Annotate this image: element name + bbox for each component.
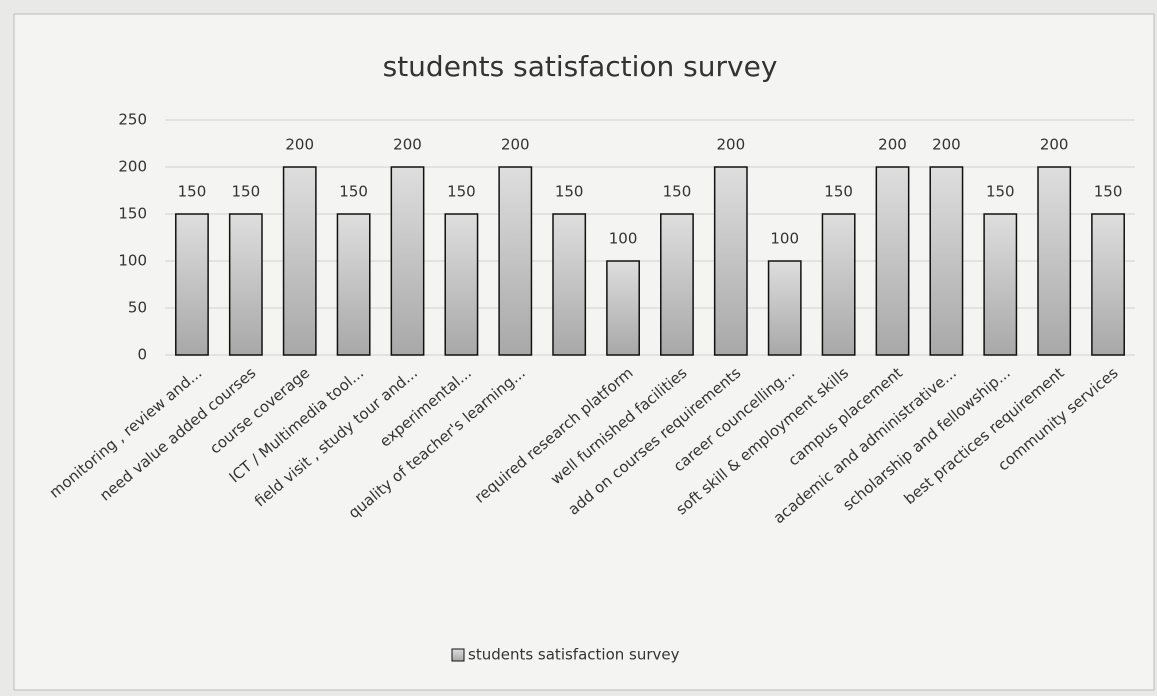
bar: [1037, 166, 1072, 356]
bar: [552, 213, 587, 356]
data-label: 200: [1040, 136, 1069, 154]
data-label: 200: [393, 136, 422, 154]
bar: [175, 213, 209, 356]
data-label: 150: [555, 183, 584, 201]
y-tick-label: 50: [128, 299, 147, 317]
data-label: 150: [824, 183, 853, 201]
data-label: 150: [178, 183, 207, 201]
bar: [498, 166, 533, 356]
bar: [875, 166, 910, 356]
data-label: 200: [501, 136, 530, 154]
bar: [983, 213, 1018, 356]
bar: [821, 213, 856, 356]
y-tick-label: 250: [118, 111, 147, 129]
bar: [1091, 213, 1125, 356]
data-label: 200: [285, 136, 314, 154]
data-label: 200: [932, 136, 961, 154]
y-tick-label: 150: [118, 205, 147, 223]
legend-label: students satisfaction survey: [468, 646, 680, 664]
data-label: 150: [232, 183, 261, 201]
data-label: 150: [447, 183, 476, 201]
chart-title: students satisfaction survey: [383, 50, 778, 83]
data-label: 200: [878, 136, 907, 154]
data-label: 150: [339, 183, 368, 201]
bar: [336, 213, 371, 356]
data-label: 100: [609, 230, 638, 248]
data-label: 150: [663, 183, 692, 201]
data-label: 150: [1094, 183, 1123, 201]
bar: [929, 166, 964, 356]
bar: [228, 213, 263, 356]
bar: [444, 213, 479, 356]
bar: [660, 213, 694, 356]
bar: [282, 166, 317, 356]
bar: [713, 166, 748, 356]
data-label: 200: [717, 136, 746, 154]
legend-swatch: [451, 648, 465, 662]
y-tick-label: 100: [118, 252, 147, 270]
bar: [606, 260, 640, 356]
bar: [767, 260, 802, 356]
y-tick-label: 0: [137, 346, 147, 364]
y-tick-label: 200: [118, 158, 147, 176]
data-label: 100: [770, 230, 799, 248]
data-label: 150: [986, 183, 1015, 201]
bar: [390, 166, 425, 356]
